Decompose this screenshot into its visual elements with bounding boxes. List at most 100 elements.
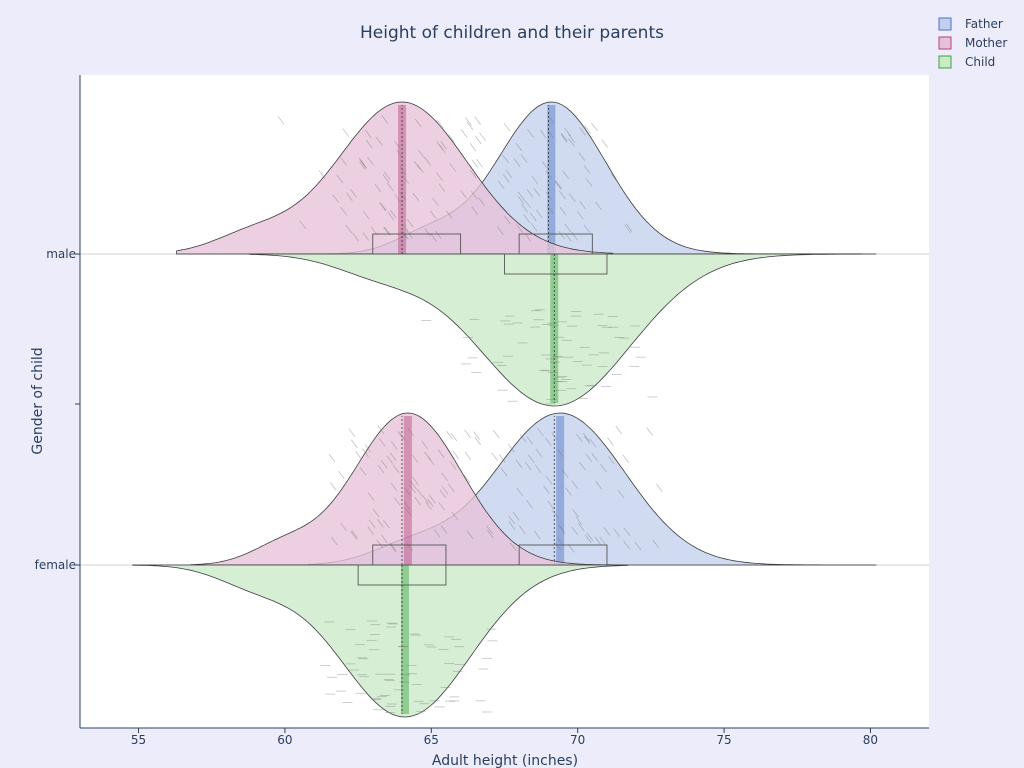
rug-mark: [407, 427, 414, 437]
rug-mark: [537, 428, 544, 437]
rug-mark: [555, 180, 562, 189]
rug-mark: [416, 488, 423, 497]
rug-mark: [504, 216, 511, 225]
rug-mark: [400, 230, 408, 239]
rug-mark: [429, 210, 437, 220]
rug-mark: [382, 174, 390, 183]
rug-mark: [365, 139, 373, 149]
rug-mark: [478, 197, 485, 206]
rug-mark: [523, 214, 530, 223]
violin-child-female[interactable]: [132, 564, 628, 718]
legend-label-child[interactable]: Child: [965, 55, 995, 69]
rug-mark: [381, 534, 388, 544]
rug-mark: [340, 157, 347, 166]
violin-child-male[interactable]: [249, 253, 877, 407]
rug-mark: [474, 135, 482, 145]
violins-layer: [80, 101, 929, 718]
x-ticks: 55 60 65 70 75 80: [131, 728, 878, 747]
rug-mark: [469, 143, 477, 152]
rug-mark: [348, 428, 356, 437]
rug-mark: [579, 461, 586, 471]
rug-mark: [277, 116, 285, 125]
rug-mark: [565, 487, 572, 496]
rug-mark: [471, 206, 479, 216]
rug-mark: [559, 526, 566, 535]
rug-mark: [476, 158, 483, 168]
y-axis-label: Gender of child: [30, 347, 46, 454]
rug-mark: [509, 542, 517, 551]
rug-mark: [571, 526, 579, 536]
rug-mark: [503, 123, 511, 132]
rug-mark: [377, 425, 385, 434]
rug-mark: [466, 121, 474, 131]
legend-swatch-father[interactable]: [938, 17, 952, 31]
rug-mark: [535, 448, 543, 458]
rug-mark: [350, 188, 357, 198]
rug-mark: [486, 525, 493, 534]
x-tick-label: 55: [131, 733, 146, 747]
violin-mother-male[interactable]: [176, 101, 614, 255]
rug-mark: [342, 128, 349, 137]
rug-mark: [519, 525, 526, 535]
rug-mark: [436, 141, 444, 150]
rug-mark: [586, 532, 594, 542]
rug-mark: [547, 205, 554, 214]
rug-mark: [386, 455, 394, 464]
rug-mark: [479, 132, 486, 142]
rug-mark: [392, 464, 400, 473]
rug-mark: [346, 192, 353, 202]
rug-mark: [441, 486, 449, 495]
rug-mark: [460, 129, 468, 138]
rug-mark: [375, 136, 383, 146]
rug-mark: [564, 127, 571, 137]
rug-mark: [516, 487, 523, 497]
rug-mark: [429, 495, 436, 504]
x-axis-label: Adult height (inches): [432, 753, 578, 768]
legend-swatch-child[interactable]: [938, 55, 952, 69]
rug-mark: [402, 231, 409, 240]
rug-mark: [591, 122, 598, 132]
rug-mark: [427, 456, 435, 466]
rug-layer: [277, 114, 663, 713]
rug-mark: [379, 202, 387, 211]
rug-mark: [557, 524, 565, 533]
rug-mark: [362, 448, 369, 457]
rug-mark: [591, 453, 599, 462]
rug-mark: [562, 170, 569, 179]
rug-mark: [364, 444, 372, 453]
rug-mark: [379, 202, 387, 212]
rug-mark: [520, 154, 528, 163]
rug-mark: [556, 448, 564, 458]
rug-mark: [505, 169, 512, 178]
rug-mark: [508, 443, 515, 453]
legend-label-father[interactable]: Father: [965, 17, 1003, 31]
rug-mark: [387, 182, 394, 192]
rug-mark: [584, 125, 591, 134]
rug-mark: [554, 541, 562, 551]
rug-mark: [437, 449, 445, 459]
legend-label-mother[interactable]: Mother: [965, 36, 1007, 50]
rug-mark: [559, 190, 566, 200]
rug-mark: [564, 223, 572, 233]
rug-mark: [411, 454, 419, 464]
rug-mark: [433, 528, 441, 538]
rug-mark: [526, 436, 534, 445]
rug-mark: [438, 183, 446, 192]
y-tick-label-female: female: [35, 558, 76, 572]
rug-mark: [577, 211, 584, 220]
rug-mark: [560, 134, 568, 143]
rug-mark: [571, 480, 579, 489]
rug-mark: [464, 451, 472, 460]
legend-swatch-mother[interactable]: [938, 36, 952, 50]
rug-mark: [535, 209, 543, 219]
rug-mark: [542, 161, 549, 170]
rug-mark: [360, 159, 367, 169]
rug-mark: [402, 223, 409, 232]
rug-mark: [470, 191, 478, 200]
rug-mark: [517, 195, 525, 205]
rug-mark: [519, 434, 527, 443]
rug-mark: [623, 540, 631, 550]
rug-mark: [539, 129, 547, 139]
x-tick-label: 80: [863, 733, 878, 747]
rug-mark: [579, 127, 586, 136]
